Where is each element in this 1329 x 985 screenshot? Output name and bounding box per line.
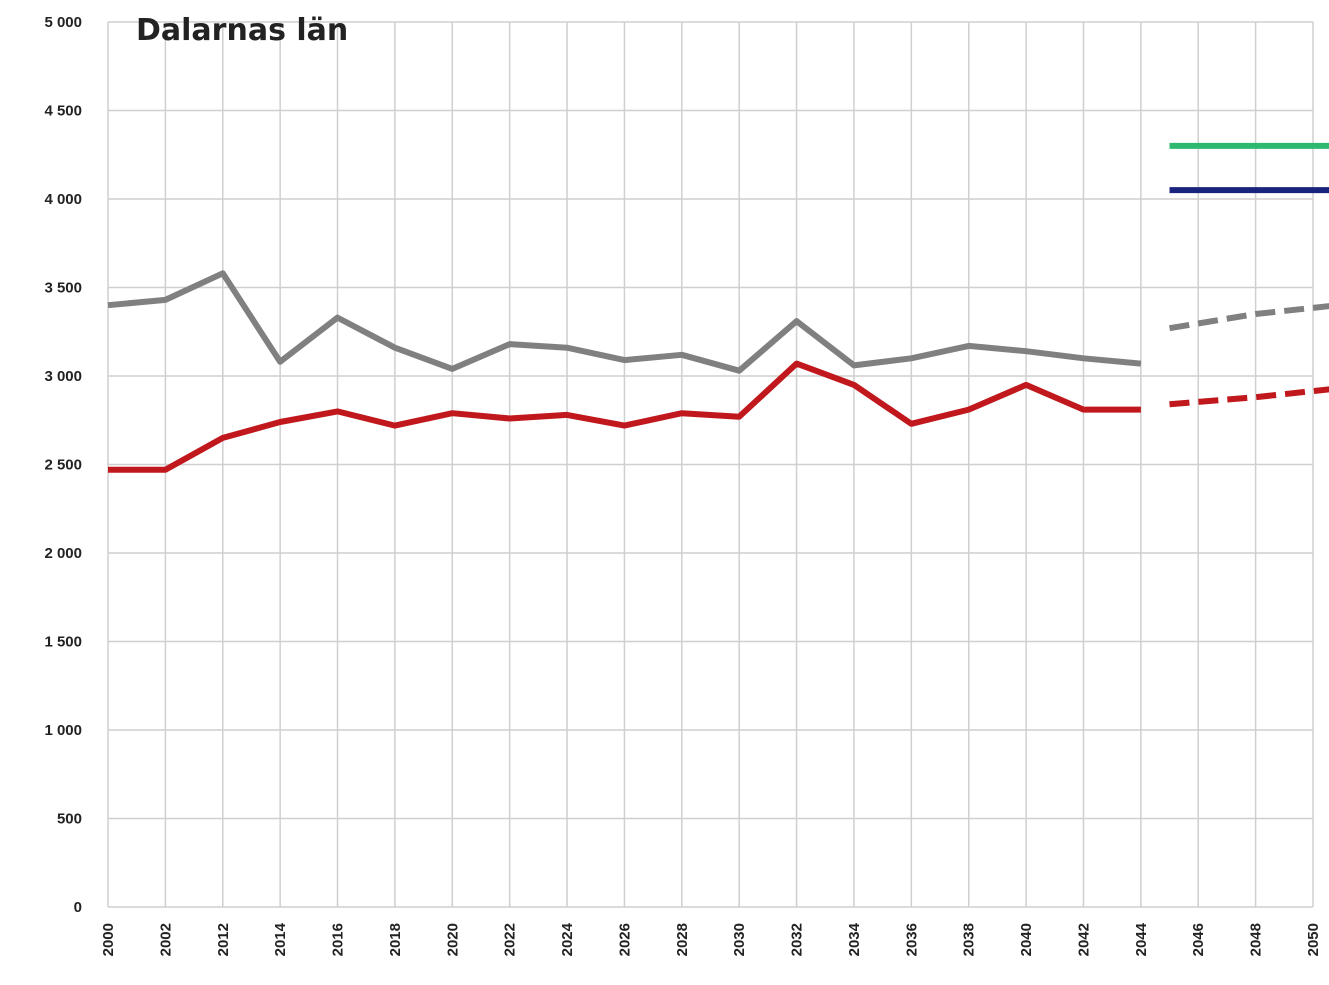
x-tick-label: 2032 xyxy=(789,923,806,956)
x-tick-label: 2020 xyxy=(444,923,461,956)
y-tick-label: 0 xyxy=(74,899,82,916)
y-tick-label: 1 000 xyxy=(44,722,82,739)
y-tick-label: 3 000 xyxy=(44,368,82,385)
y-tick-label: 500 xyxy=(57,811,82,828)
series-4-line xyxy=(1169,386,1329,408)
y-tick-label: 2 500 xyxy=(44,457,82,474)
x-tick-label: 2044 xyxy=(1133,922,1150,956)
series-2-line xyxy=(108,360,1141,473)
x-tick-label: 2016 xyxy=(330,923,347,956)
x-tick-label: 2028 xyxy=(674,923,691,956)
x-tick-label: 2026 xyxy=(616,923,633,956)
y-tick-label: 3 500 xyxy=(44,280,82,297)
x-axis-tick-labels: 2000 2002 2012 2014 2016 2018 2020 2022 2024 2026… xyxy=(100,922,1322,956)
chart-series xyxy=(107,142,1329,473)
y-tick-label: 5 000 xyxy=(44,14,82,31)
x-tick-label: 2042 xyxy=(1075,923,1092,956)
x-tick-label: 2046 xyxy=(1190,923,1207,956)
x-tick-label: 2024 xyxy=(559,922,576,956)
y-tick-label: 1 500 xyxy=(44,634,82,651)
y-tick-label: 2 000 xyxy=(44,545,82,562)
x-tick-label: 2034 xyxy=(846,922,863,956)
x-tick-label: 2036 xyxy=(903,923,920,956)
series-3-line xyxy=(1169,303,1329,332)
x-tick-label: 2014 xyxy=(272,922,289,956)
x-tick-label: 2000 xyxy=(100,923,117,956)
x-tick-label: 2050 xyxy=(1305,923,1322,956)
x-tick-label: 2048 xyxy=(1248,923,1265,956)
x-tick-label: 2018 xyxy=(387,923,404,956)
y-axis-tick-labels: 0 500 1 000 1 500 2 000 2 500 3 000 3 500 4 000 4… xyxy=(44,14,82,916)
chart-title: Dalarnas län xyxy=(136,13,348,48)
x-tick-label: 2038 xyxy=(961,923,978,956)
x-tick-label: 2030 xyxy=(731,923,748,956)
x-tick-label: 2022 xyxy=(502,923,519,956)
y-tick-label: 4 500 xyxy=(44,103,82,120)
x-tick-label: 2012 xyxy=(215,923,232,956)
chart-gridlines xyxy=(107,21,1314,908)
x-tick-label: 2002 xyxy=(157,923,174,956)
series-1-line xyxy=(107,270,1142,374)
y-tick-label: 4 000 xyxy=(44,191,82,208)
x-tick-label: 2040 xyxy=(1018,923,1035,956)
